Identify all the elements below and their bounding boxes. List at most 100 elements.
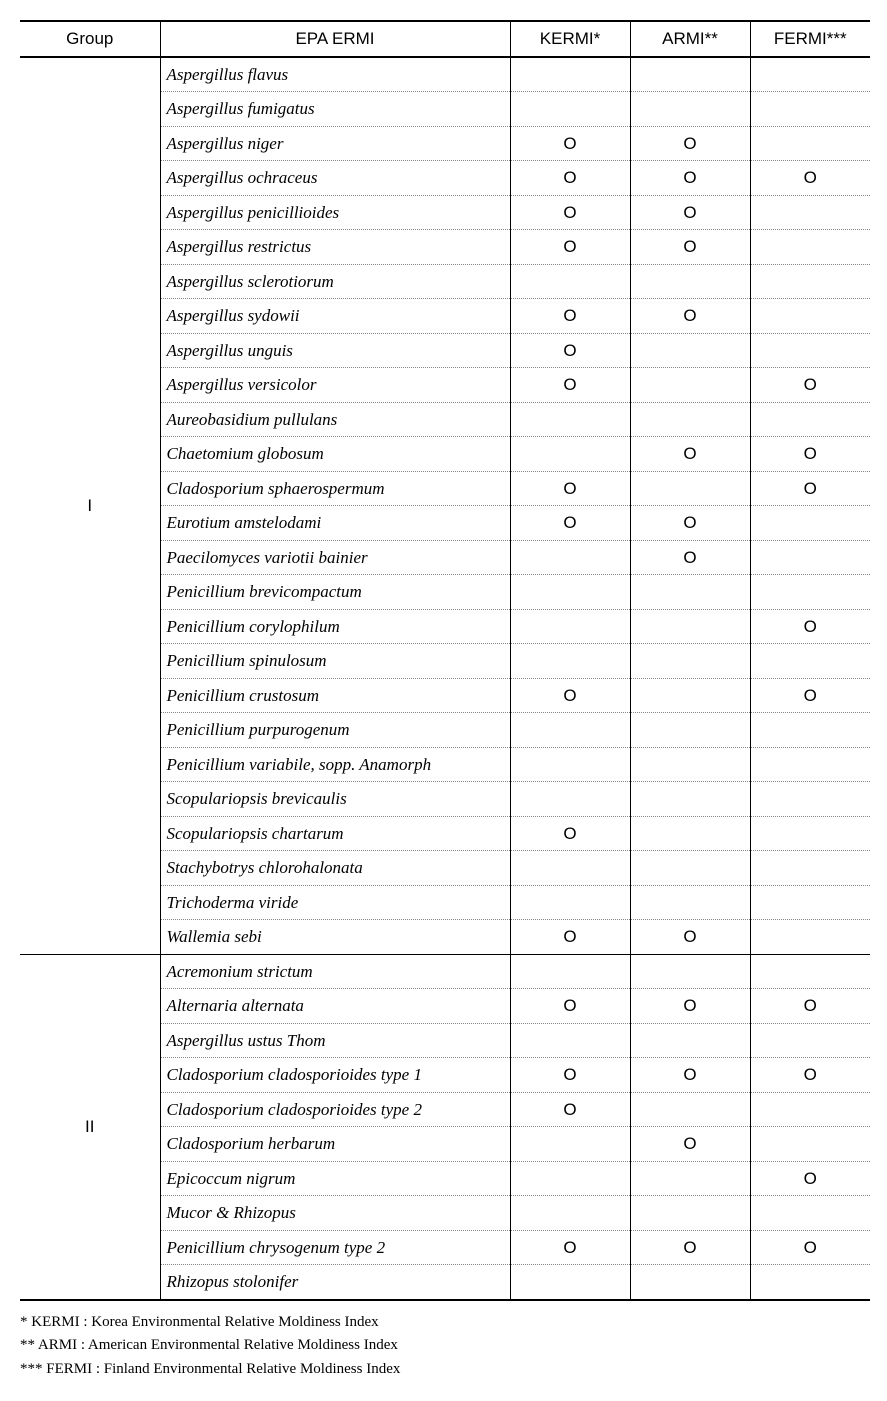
kermi-mark: O: [510, 920, 630, 955]
fermi-mark: O: [750, 471, 870, 506]
armi-mark: [630, 57, 750, 92]
species-name: Wallemia sebi: [160, 920, 510, 955]
table-body: IAspergillus flavusAspergillus fumigatus…: [20, 57, 870, 1300]
species-name: Scopulariopsis chartarum: [160, 816, 510, 851]
kermi-mark: O: [510, 195, 630, 230]
fermi-mark: [750, 885, 870, 920]
species-name: Penicillium crustosum: [160, 678, 510, 713]
footnote-fermi: *** FERMI : Finland Environmental Relati…: [20, 1358, 867, 1381]
footnote-armi: ** ARMI : American Environmental Relativ…: [20, 1334, 867, 1357]
species-name: Alternaria alternata: [160, 989, 510, 1024]
armi-mark: [630, 368, 750, 403]
fermi-mark: O: [750, 1230, 870, 1265]
armi-mark: [630, 851, 750, 886]
armi-mark: [630, 1023, 750, 1058]
species-name: Cladosporium sphaerospermum: [160, 471, 510, 506]
fermi-mark: [750, 540, 870, 575]
species-name: Aspergillus fumigatus: [160, 92, 510, 127]
species-name: Mucor & Rhizopus: [160, 1196, 510, 1231]
kermi-mark: [510, 1265, 630, 1300]
species-name: Cladosporium cladosporioides type 1: [160, 1058, 510, 1093]
fermi-mark: O: [750, 678, 870, 713]
armi-mark: [630, 264, 750, 299]
fermi-mark: [750, 747, 870, 782]
fermi-mark: [750, 92, 870, 127]
armi-mark: O: [630, 989, 750, 1024]
kermi-mark: [510, 609, 630, 644]
kermi-mark: [510, 782, 630, 817]
fermi-mark: [750, 126, 870, 161]
kermi-mark: [510, 747, 630, 782]
species-name: Aspergillus penicillioides: [160, 195, 510, 230]
header-group: Group: [20, 21, 160, 57]
armi-mark: [630, 1161, 750, 1196]
species-name: Penicillium chrysogenum type 2: [160, 1230, 510, 1265]
kermi-mark: [510, 264, 630, 299]
species-name: Paecilomyces variotii bainier: [160, 540, 510, 575]
fermi-mark: [750, 1127, 870, 1162]
fermi-mark: [750, 264, 870, 299]
fermi-mark: [750, 57, 870, 92]
species-name: Penicillium spinulosum: [160, 644, 510, 679]
armi-mark: [630, 575, 750, 610]
species-name: Penicillium purpurogenum: [160, 713, 510, 748]
fermi-mark: [750, 1196, 870, 1231]
species-name: Penicillium corylophilum: [160, 609, 510, 644]
fermi-mark: O: [750, 161, 870, 196]
fermi-mark: [750, 851, 870, 886]
kermi-mark: O: [510, 816, 630, 851]
fermi-mark: [750, 782, 870, 817]
kermi-mark: O: [510, 989, 630, 1024]
kermi-mark: [510, 954, 630, 989]
footnote-kermi: * KERMI : Korea Environmental Relative M…: [20, 1311, 867, 1334]
armi-mark: [630, 713, 750, 748]
fermi-mark: [750, 195, 870, 230]
armi-mark: [630, 644, 750, 679]
fermi-mark: [750, 816, 870, 851]
fermi-mark: O: [750, 609, 870, 644]
fermi-mark: [750, 402, 870, 437]
fermi-mark: [750, 299, 870, 334]
kermi-mark: [510, 57, 630, 92]
armi-mark: O: [630, 299, 750, 334]
header-kermi: KERMI*: [510, 21, 630, 57]
armi-mark: O: [630, 920, 750, 955]
armi-mark: O: [630, 1058, 750, 1093]
kermi-mark: O: [510, 1092, 630, 1127]
footnotes: * KERMI : Korea Environmental Relative M…: [20, 1311, 867, 1381]
fermi-mark: [750, 920, 870, 955]
fermi-mark: [750, 644, 870, 679]
kermi-mark: O: [510, 471, 630, 506]
species-name: Aureobasidium pullulans: [160, 402, 510, 437]
species-name: Chaetomium globosum: [160, 437, 510, 472]
armi-mark: [630, 954, 750, 989]
armi-mark: O: [630, 230, 750, 265]
kermi-mark: [510, 402, 630, 437]
armi-mark: O: [630, 1127, 750, 1162]
kermi-mark: O: [510, 368, 630, 403]
species-name: Penicillium brevicompactum: [160, 575, 510, 610]
kermi-mark: O: [510, 678, 630, 713]
kermi-mark: O: [510, 126, 630, 161]
species-name: Aspergillus sclerotiorum: [160, 264, 510, 299]
armi-mark: O: [630, 161, 750, 196]
species-name: Aspergillus sydowii: [160, 299, 510, 334]
fermi-mark: [750, 1265, 870, 1300]
armi-mark: O: [630, 195, 750, 230]
armi-mark: [630, 782, 750, 817]
kermi-mark: [510, 1196, 630, 1231]
kermi-mark: [510, 437, 630, 472]
kermi-mark: [510, 92, 630, 127]
fermi-mark: O: [750, 437, 870, 472]
armi-mark: [630, 333, 750, 368]
kermi-mark: O: [510, 1230, 630, 1265]
fermi-mark: [750, 954, 870, 989]
species-name: Aspergillus versicolor: [160, 368, 510, 403]
species-name: Penicillium variabile, sopp. Anamorph: [160, 747, 510, 782]
species-name: Cladosporium cladosporioides type 2: [160, 1092, 510, 1127]
armi-mark: O: [630, 540, 750, 575]
species-name: Rhizopus stolonifer: [160, 1265, 510, 1300]
header-armi: ARMI**: [630, 21, 750, 57]
species-name: Aspergillus restrictus: [160, 230, 510, 265]
fermi-mark: O: [750, 1161, 870, 1196]
